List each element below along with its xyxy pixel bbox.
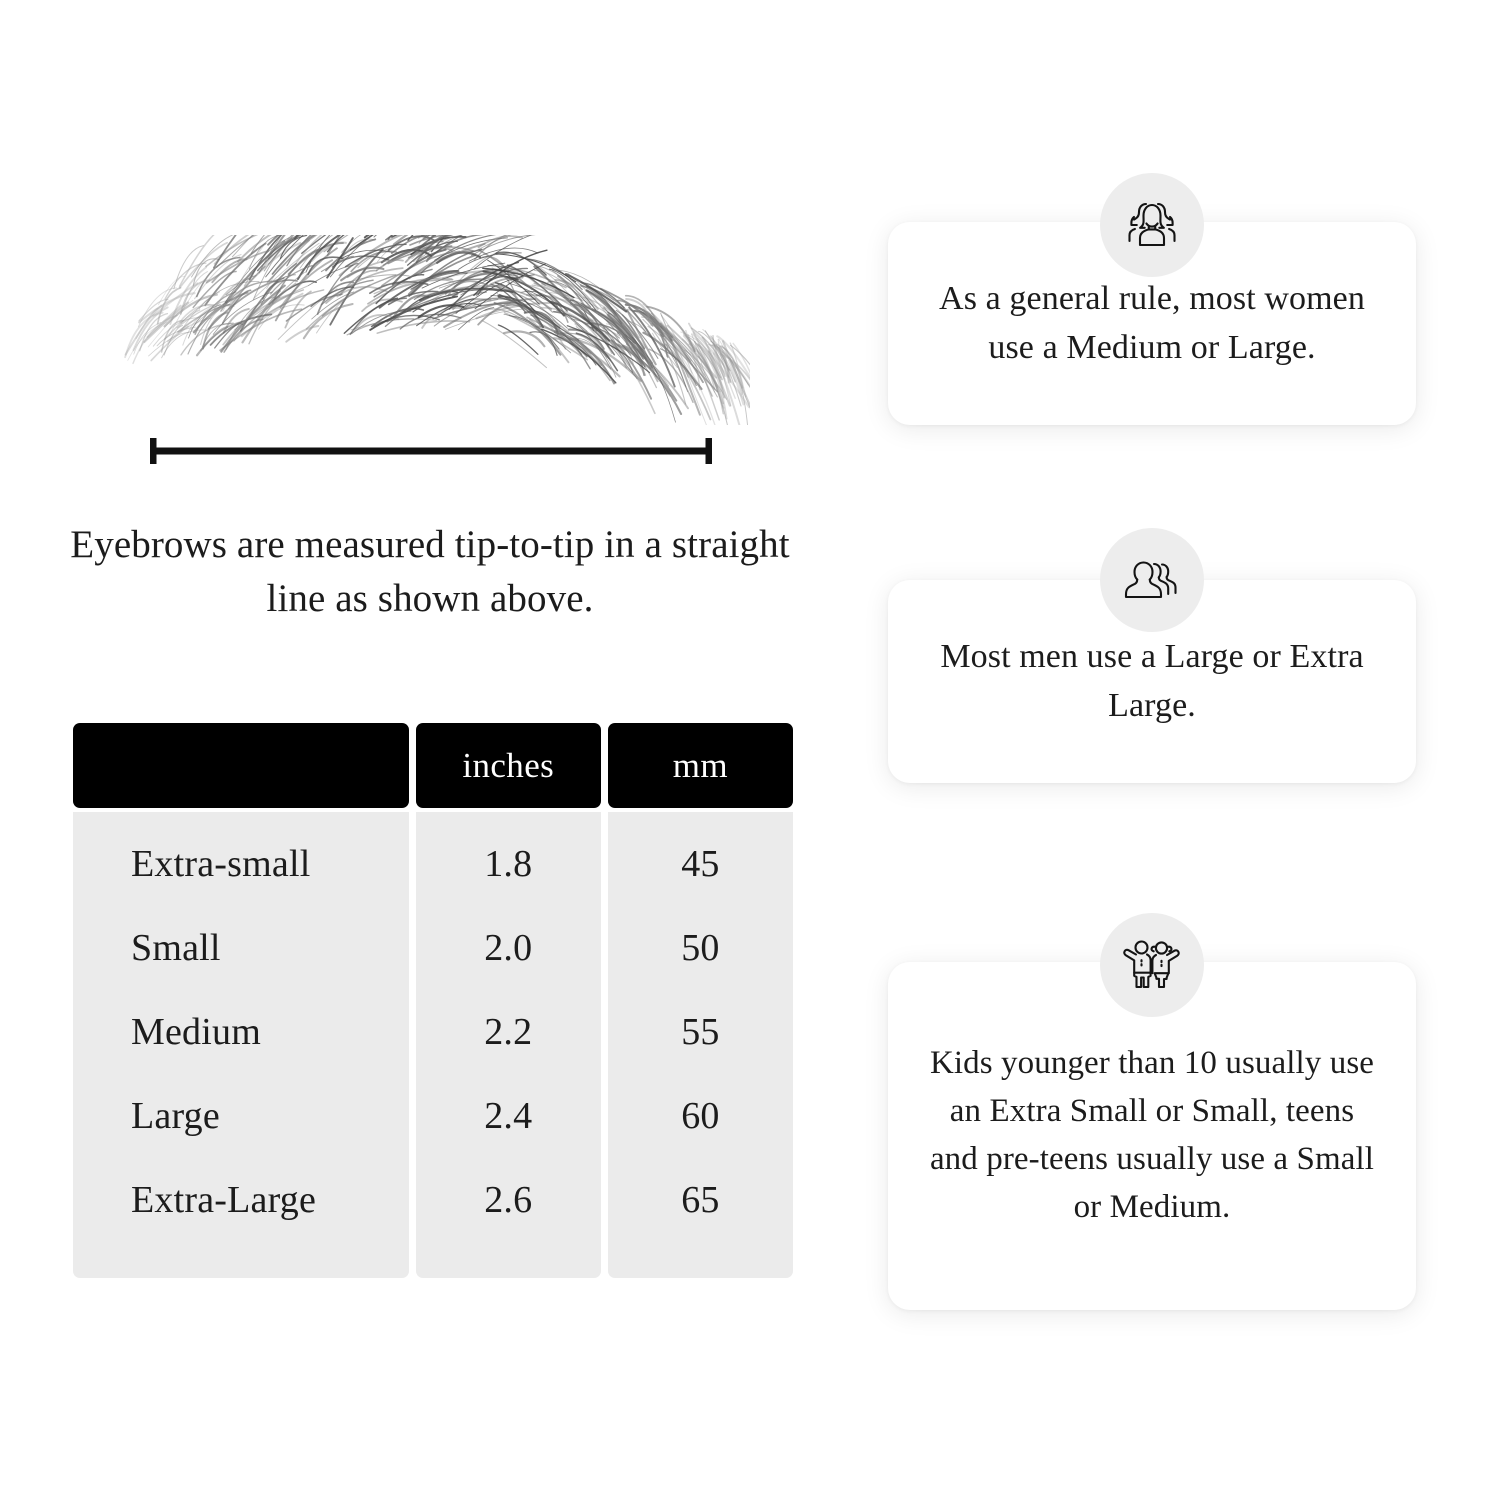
table-header-row: inches mm (73, 723, 794, 808)
table-cell-mm: 65 (681, 1179, 720, 1221)
table-header-mm: mm (607, 723, 794, 808)
table-cell-size: Small (131, 927, 221, 969)
table-cell-size: Extra-Large (131, 1179, 317, 1221)
table-cell-mm: 60 (681, 1095, 720, 1137)
table-cell-inches: 2.0 (484, 927, 533, 969)
two-children-icon (1100, 913, 1204, 1017)
three-men-icon (1100, 528, 1204, 632)
guidance-cards-panel: As a general rule, most women use a Medi… (840, 0, 1500, 1500)
table-cell-inches: 2.4 (484, 1095, 533, 1137)
table-cell-size: Medium (131, 1011, 261, 1053)
measurement-panel: Eyebrows are measured tip-to-tip in a st… (70, 235, 794, 1278)
table-column-mm: 45 50 55 60 65 (607, 812, 794, 1278)
table-cell-size: Large (131, 1095, 220, 1137)
info-card-men-text: Most men use a Large or Extra Large. (940, 637, 1364, 724)
measurement-caption: Eyebrows are measured tip-to-tip in a st… (70, 523, 790, 620)
table-header-size (73, 723, 409, 808)
table-cell-mm: 55 (681, 1011, 720, 1053)
table-cell-inches: 2.6 (484, 1179, 533, 1221)
dimension-line-icon (150, 436, 712, 466)
table-column-inches: 1.8 2.0 2.2 2.4 2.6 (415, 812, 601, 1278)
table-cell-mm: 50 (681, 927, 720, 969)
table-body: Extra-small Small Medium Large Extra-Lar… (73, 812, 794, 1278)
table-header-inches: inches (415, 723, 601, 808)
eyebrow-illustration (110, 235, 750, 425)
three-women-icon (1100, 173, 1204, 277)
table-cell-inches: 2.2 (484, 1011, 533, 1053)
table-cell-size: Extra-small (131, 843, 311, 885)
info-card-kids-text: Kids younger than 10 usually use an Extr… (929, 1045, 1375, 1225)
table-cell-mm: 45 (681, 843, 720, 885)
table-cell-inches: 1.8 (484, 843, 533, 885)
table-column-size: Extra-small Small Medium Large Extra-Lar… (73, 812, 409, 1278)
info-card-women-text: As a general rule, most women use a Medi… (939, 279, 1365, 366)
info-card-kids: Kids younger than 10 usually use an Extr… (888, 962, 1416, 1310)
size-chart-table: inches mm Extra-small Small Medium Large… (73, 723, 794, 1278)
